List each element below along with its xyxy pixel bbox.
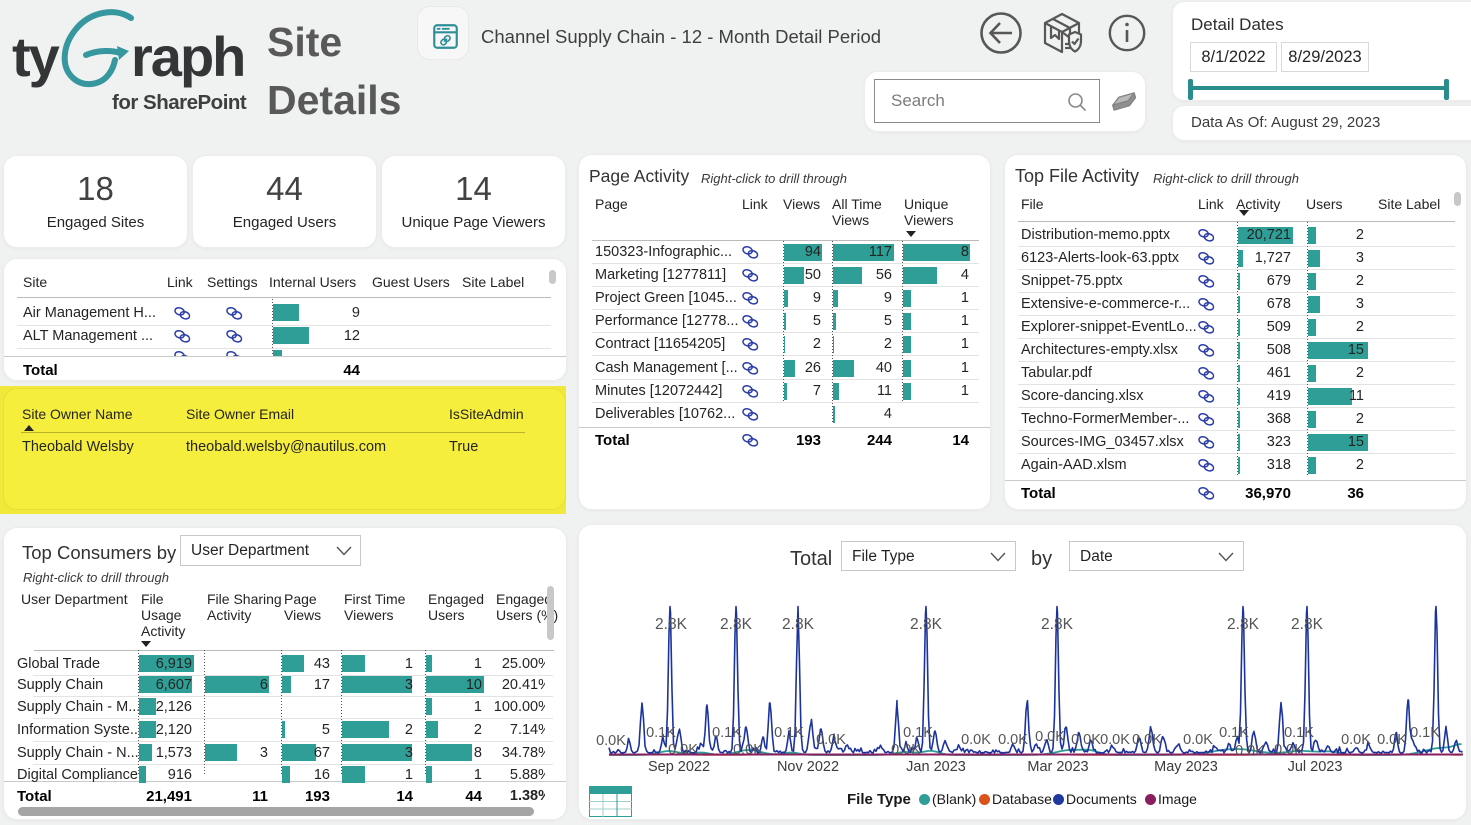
svg-text:2.8K: 2.8K xyxy=(782,616,815,633)
svg-text:2.8K: 2.8K xyxy=(1041,616,1074,633)
svg-text:May 2023: May 2023 xyxy=(1154,759,1218,775)
svg-text:2.8K: 2.8K xyxy=(720,616,753,633)
svg-text:0.0K: 0.0K xyxy=(733,742,763,758)
svg-text:Jul 2023: Jul 2023 xyxy=(1288,759,1343,775)
svg-text:0.0K: 0.0K xyxy=(1035,729,1065,745)
svg-text:0.0K: 0.0K xyxy=(1183,732,1213,748)
svg-text:0.0K: 0.0K xyxy=(1341,732,1371,748)
svg-text:0.0K: 0.0K xyxy=(1132,732,1162,748)
svg-text:0.1K: 0.1K xyxy=(903,725,933,741)
svg-text:0.1K: 0.1K xyxy=(1284,725,1314,741)
svg-text:0.1K: 0.1K xyxy=(712,725,742,741)
svg-text:0.1K: 0.1K xyxy=(774,725,804,741)
svg-text:0.1K: 0.1K xyxy=(1410,725,1440,741)
svg-text:0.0K: 0.0K xyxy=(891,742,921,758)
svg-text:0.1K: 0.1K xyxy=(1219,725,1249,741)
svg-text:2.8K: 2.8K xyxy=(655,616,688,633)
svg-text:0.0K: 0.0K xyxy=(1377,732,1407,748)
svg-text:2.8K: 2.8K xyxy=(1291,616,1324,633)
svg-text:Sep 2022: Sep 2022 xyxy=(648,759,710,775)
svg-text:0.1K: 0.1K xyxy=(646,725,676,741)
svg-text:Jan 2023: Jan 2023 xyxy=(906,759,966,775)
svg-text:Mar 2023: Mar 2023 xyxy=(1027,759,1088,775)
svg-text:0.0K: 0.0K xyxy=(816,732,846,748)
svg-text:0.0K: 0.0K xyxy=(668,742,698,758)
svg-text:0.0K: 0.0K xyxy=(1071,732,1101,748)
svg-text:0.0K: 0.0K xyxy=(1235,743,1265,759)
svg-text:0.0K: 0.0K xyxy=(1100,732,1130,748)
svg-text:0.0K: 0.0K xyxy=(596,733,626,749)
svg-text:2.8K: 2.8K xyxy=(1227,616,1260,633)
svg-text:0.0K: 0.0K xyxy=(1274,742,1304,758)
svg-text:Nov 2022: Nov 2022 xyxy=(777,759,839,775)
svg-text:2.8K: 2.8K xyxy=(910,616,943,633)
svg-text:0.0K: 0.0K xyxy=(961,732,991,748)
svg-text:0.0K: 0.0K xyxy=(998,732,1028,748)
